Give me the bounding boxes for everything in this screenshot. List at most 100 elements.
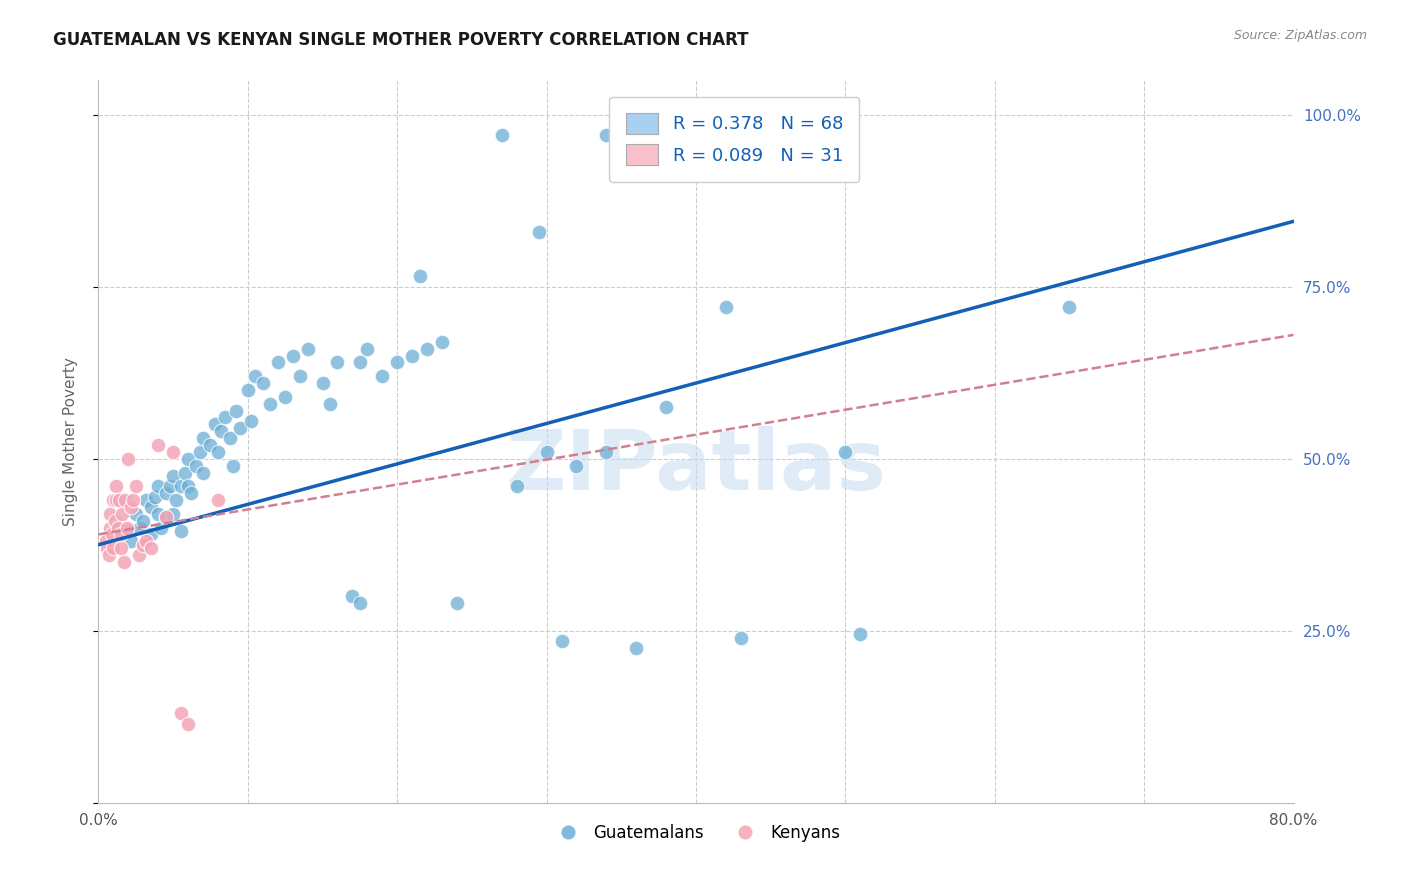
- Point: [356, 342, 378, 356]
- Point: [132, 538, 155, 552]
- Point: [114, 493, 136, 508]
- Point: [349, 596, 371, 610]
- Point: [115, 520, 138, 534]
- Point: [169, 479, 191, 493]
- Point: [408, 269, 430, 284]
- Point: [148, 479, 170, 493]
- Point: [98, 507, 122, 521]
- Point: [714, 301, 737, 315]
- Point: [204, 417, 226, 432]
- Point: [214, 410, 236, 425]
- Point: [169, 706, 191, 721]
- Text: GUATEMALAN VS KENYAN SINGLE MOTHER POVERTY CORRELATION CHART: GUATEMALAN VS KENYAN SINGLE MOTHER POVER…: [53, 31, 749, 49]
- Point: [326, 355, 349, 369]
- Point: [155, 510, 177, 524]
- Point: [97, 548, 120, 562]
- Point: [209, 424, 232, 438]
- Point: [236, 383, 259, 397]
- Point: [105, 479, 128, 493]
- Point: [120, 500, 142, 514]
- Point: [132, 538, 155, 552]
- Point: [174, 466, 197, 480]
- Point: [245, 369, 267, 384]
- Point: [143, 490, 166, 504]
- Point: [101, 527, 124, 541]
- Point: [416, 342, 439, 356]
- Point: [132, 514, 155, 528]
- Point: [165, 493, 187, 508]
- Point: [550, 634, 572, 648]
- Point: [139, 541, 162, 556]
- Point: [319, 397, 342, 411]
- Point: [834, 445, 856, 459]
- Point: [267, 355, 290, 369]
- Point: [135, 534, 157, 549]
- Point: [297, 342, 319, 356]
- Point: [252, 376, 274, 390]
- Point: [104, 514, 127, 528]
- Point: [349, 355, 371, 369]
- Point: [491, 128, 513, 143]
- Point: [222, 458, 245, 473]
- Point: [162, 507, 184, 521]
- Point: [129, 520, 152, 534]
- Point: [188, 445, 211, 459]
- Point: [191, 466, 214, 480]
- Point: [430, 334, 453, 349]
- Point: [162, 469, 184, 483]
- Point: [385, 355, 409, 369]
- Point: [94, 534, 117, 549]
- Point: [98, 520, 122, 534]
- Point: [139, 527, 162, 541]
- Point: [311, 376, 333, 390]
- Point: [239, 414, 262, 428]
- Point: [401, 349, 423, 363]
- Point: [595, 445, 617, 459]
- Point: [506, 479, 529, 493]
- Point: [177, 451, 200, 466]
- Point: [281, 349, 304, 363]
- Point: [274, 390, 297, 404]
- Point: [112, 555, 135, 569]
- Point: [96, 541, 118, 556]
- Y-axis label: Single Mother Poverty: Single Mother Poverty: [63, 357, 77, 526]
- Point: [655, 400, 678, 414]
- Point: [155, 510, 177, 524]
- Point: [177, 479, 200, 493]
- Point: [107, 520, 129, 534]
- Point: [626, 640, 648, 655]
- Point: [527, 225, 550, 239]
- Point: [105, 493, 128, 508]
- Point: [162, 445, 184, 459]
- Point: [536, 445, 558, 459]
- Point: [120, 534, 142, 549]
- Legend: Guatemalans, Kenyans: Guatemalans, Kenyans: [544, 817, 848, 848]
- Point: [595, 128, 617, 143]
- Point: [117, 451, 139, 466]
- Point: [446, 596, 468, 610]
- Point: [155, 486, 177, 500]
- Point: [565, 458, 588, 473]
- Point: [207, 445, 229, 459]
- Text: ZIPatlas: ZIPatlas: [506, 426, 886, 508]
- Point: [342, 590, 364, 604]
- Point: [110, 541, 132, 556]
- Point: [135, 493, 157, 508]
- Point: [229, 421, 252, 435]
- Point: [180, 486, 202, 500]
- Point: [110, 527, 132, 541]
- Point: [150, 520, 173, 534]
- Point: [103, 493, 125, 508]
- Point: [225, 403, 247, 417]
- Point: [177, 716, 200, 731]
- Text: Source: ZipAtlas.com: Source: ZipAtlas.com: [1233, 29, 1367, 42]
- Point: [148, 438, 170, 452]
- Point: [288, 369, 311, 384]
- Point: [125, 479, 148, 493]
- Point: [125, 507, 148, 521]
- Point: [121, 493, 143, 508]
- Point: [849, 627, 872, 641]
- Point: [111, 507, 134, 521]
- Point: [371, 369, 394, 384]
- Point: [191, 431, 214, 445]
